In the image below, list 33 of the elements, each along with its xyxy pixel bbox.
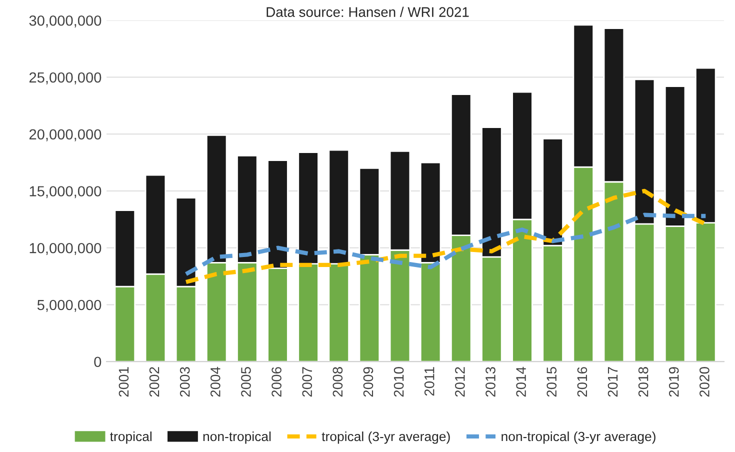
y-tick-label: 10,000,000 bbox=[30, 242, 102, 255]
x-tick-label: 2016 bbox=[577, 367, 588, 397]
x-tick-label: 2019 bbox=[668, 367, 679, 397]
y-tick-label: 0 bbox=[94, 356, 102, 368]
x-tick-label: 2013 bbox=[486, 367, 496, 397]
x-tick-label: 2002 bbox=[149, 367, 160, 397]
x-tick-label: 2010 bbox=[394, 367, 404, 397]
x-tick-label: 2014 bbox=[516, 366, 526, 397]
legend-label: tropical bbox=[110, 431, 152, 444]
legend-label: non-tropical (3-yr average) bbox=[502, 431, 656, 444]
source-note: Data source: Hansen / WRI 2021 bbox=[266, 6, 469, 17]
y-tick-label: 5,000,000 bbox=[37, 300, 102, 312]
y-tick-label: 30,000,000 bbox=[29, 15, 102, 28]
x-tick-label: 2008 bbox=[332, 367, 343, 397]
x-tick-label: 2004 bbox=[210, 366, 220, 397]
x-tick-label: 2012 bbox=[455, 367, 465, 397]
x-tick-label: 2011 bbox=[424, 367, 434, 396]
x-tick-label: 2005 bbox=[241, 367, 251, 397]
y-tick-label: 25,000,000 bbox=[29, 72, 102, 84]
x-tick-label: 2017 bbox=[608, 367, 618, 397]
line-series bbox=[184, 212, 708, 276]
legend-label: non-tropical bbox=[203, 431, 271, 444]
x-tick-label: 2009 bbox=[363, 367, 374, 397]
x-tick-label: 2020 bbox=[700, 367, 710, 397]
x-tick-label: 2015 bbox=[546, 367, 557, 397]
x-tick-label: 2006 bbox=[272, 367, 282, 397]
legend-label: tropical (3-yr average) bbox=[322, 431, 450, 444]
x-tick-label: 2001 bbox=[118, 367, 129, 397]
x-tick-label: 2018 bbox=[638, 367, 648, 397]
x-tick-label: 2007 bbox=[302, 367, 312, 397]
y-tick-label: 15,000,000 bbox=[30, 186, 102, 198]
x-tick-label: 2003 bbox=[180, 367, 190, 397]
y-tick-label: 20,000,000 bbox=[29, 129, 102, 142]
